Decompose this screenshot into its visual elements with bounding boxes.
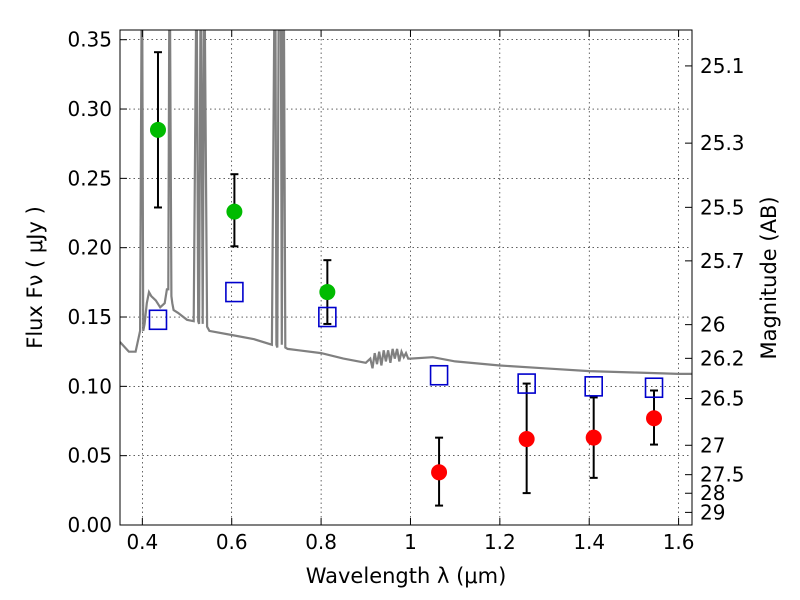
data-point-square [148,309,168,331]
x-tick-label: 1 [404,530,417,554]
data-point-square [429,364,449,386]
model-spectrum-line [120,30,692,375]
plot-frame [119,29,693,526]
magnitude-tick-label: 27.5 [700,463,745,487]
magnitude-tick-label: 25.3 [700,131,745,155]
magnitude-tick-label: 26 [700,313,725,337]
data-point-circle [431,464,448,481]
y-tick-label: 0.15 [67,305,112,329]
data-point-circle [149,121,166,138]
y-tick-label: 0.10 [67,374,112,398]
y-tick-label: 0.35 [67,28,112,52]
data-point-square [584,376,603,397]
data-point-square [318,306,337,328]
magnitude-tick-label: 29 [700,500,725,524]
data-point-square [517,373,536,394]
y-axis-label: Flux Fν ( μJy ) [23,206,47,349]
x-tick-label: 0.8 [305,530,337,554]
y-tick-label: 0.25 [67,166,112,190]
x-tick-label: 1.6 [663,530,695,554]
data-point-circle [646,410,663,427]
x-tick-label: 1.4 [573,530,605,554]
y-tick-label: 0.05 [67,444,112,468]
y-tick-label: 0.30 [67,97,112,121]
y-tick-label: 0.20 [67,236,112,260]
data-point-square [644,377,664,399]
magnitude-tick-label: 25.5 [700,195,745,219]
magnitude-axis-label: Magnitude (AB) [757,196,781,359]
magnitude-tick-label: 25.7 [700,249,745,273]
ticks: 0.4 0.6 0.8 1 1.2 1.4 1.6 0.00 0.05 0.10 0.15 0.20 0… [67,28,744,554]
x-tick-label: 0.4 [126,530,158,554]
magnitude-tick-label: 28 [700,481,725,505]
data-point-circle [585,429,602,446]
model-spectrum [120,30,692,375]
data-point-circle [226,203,243,220]
data-point-circle [518,431,535,448]
data-points [148,121,664,481]
error-bars [153,51,659,507]
magnitude-tick-label: 25.1 [700,54,745,78]
magnitude-tick-label: 26.5 [700,387,745,411]
data-point-circle [319,284,336,301]
magnitude-tick-label: 26.2 [700,346,745,370]
magnitude-tick-label: 27 [700,433,725,457]
data-point-square [225,281,244,303]
grid-lines [120,30,692,525]
x-axis-label: Wavelength λ (μm) [306,564,507,588]
y-tick-label: 0.00 [67,513,112,537]
x-tick-label: 0.6 [216,530,248,554]
x-tick-label: 1.2 [484,530,516,554]
